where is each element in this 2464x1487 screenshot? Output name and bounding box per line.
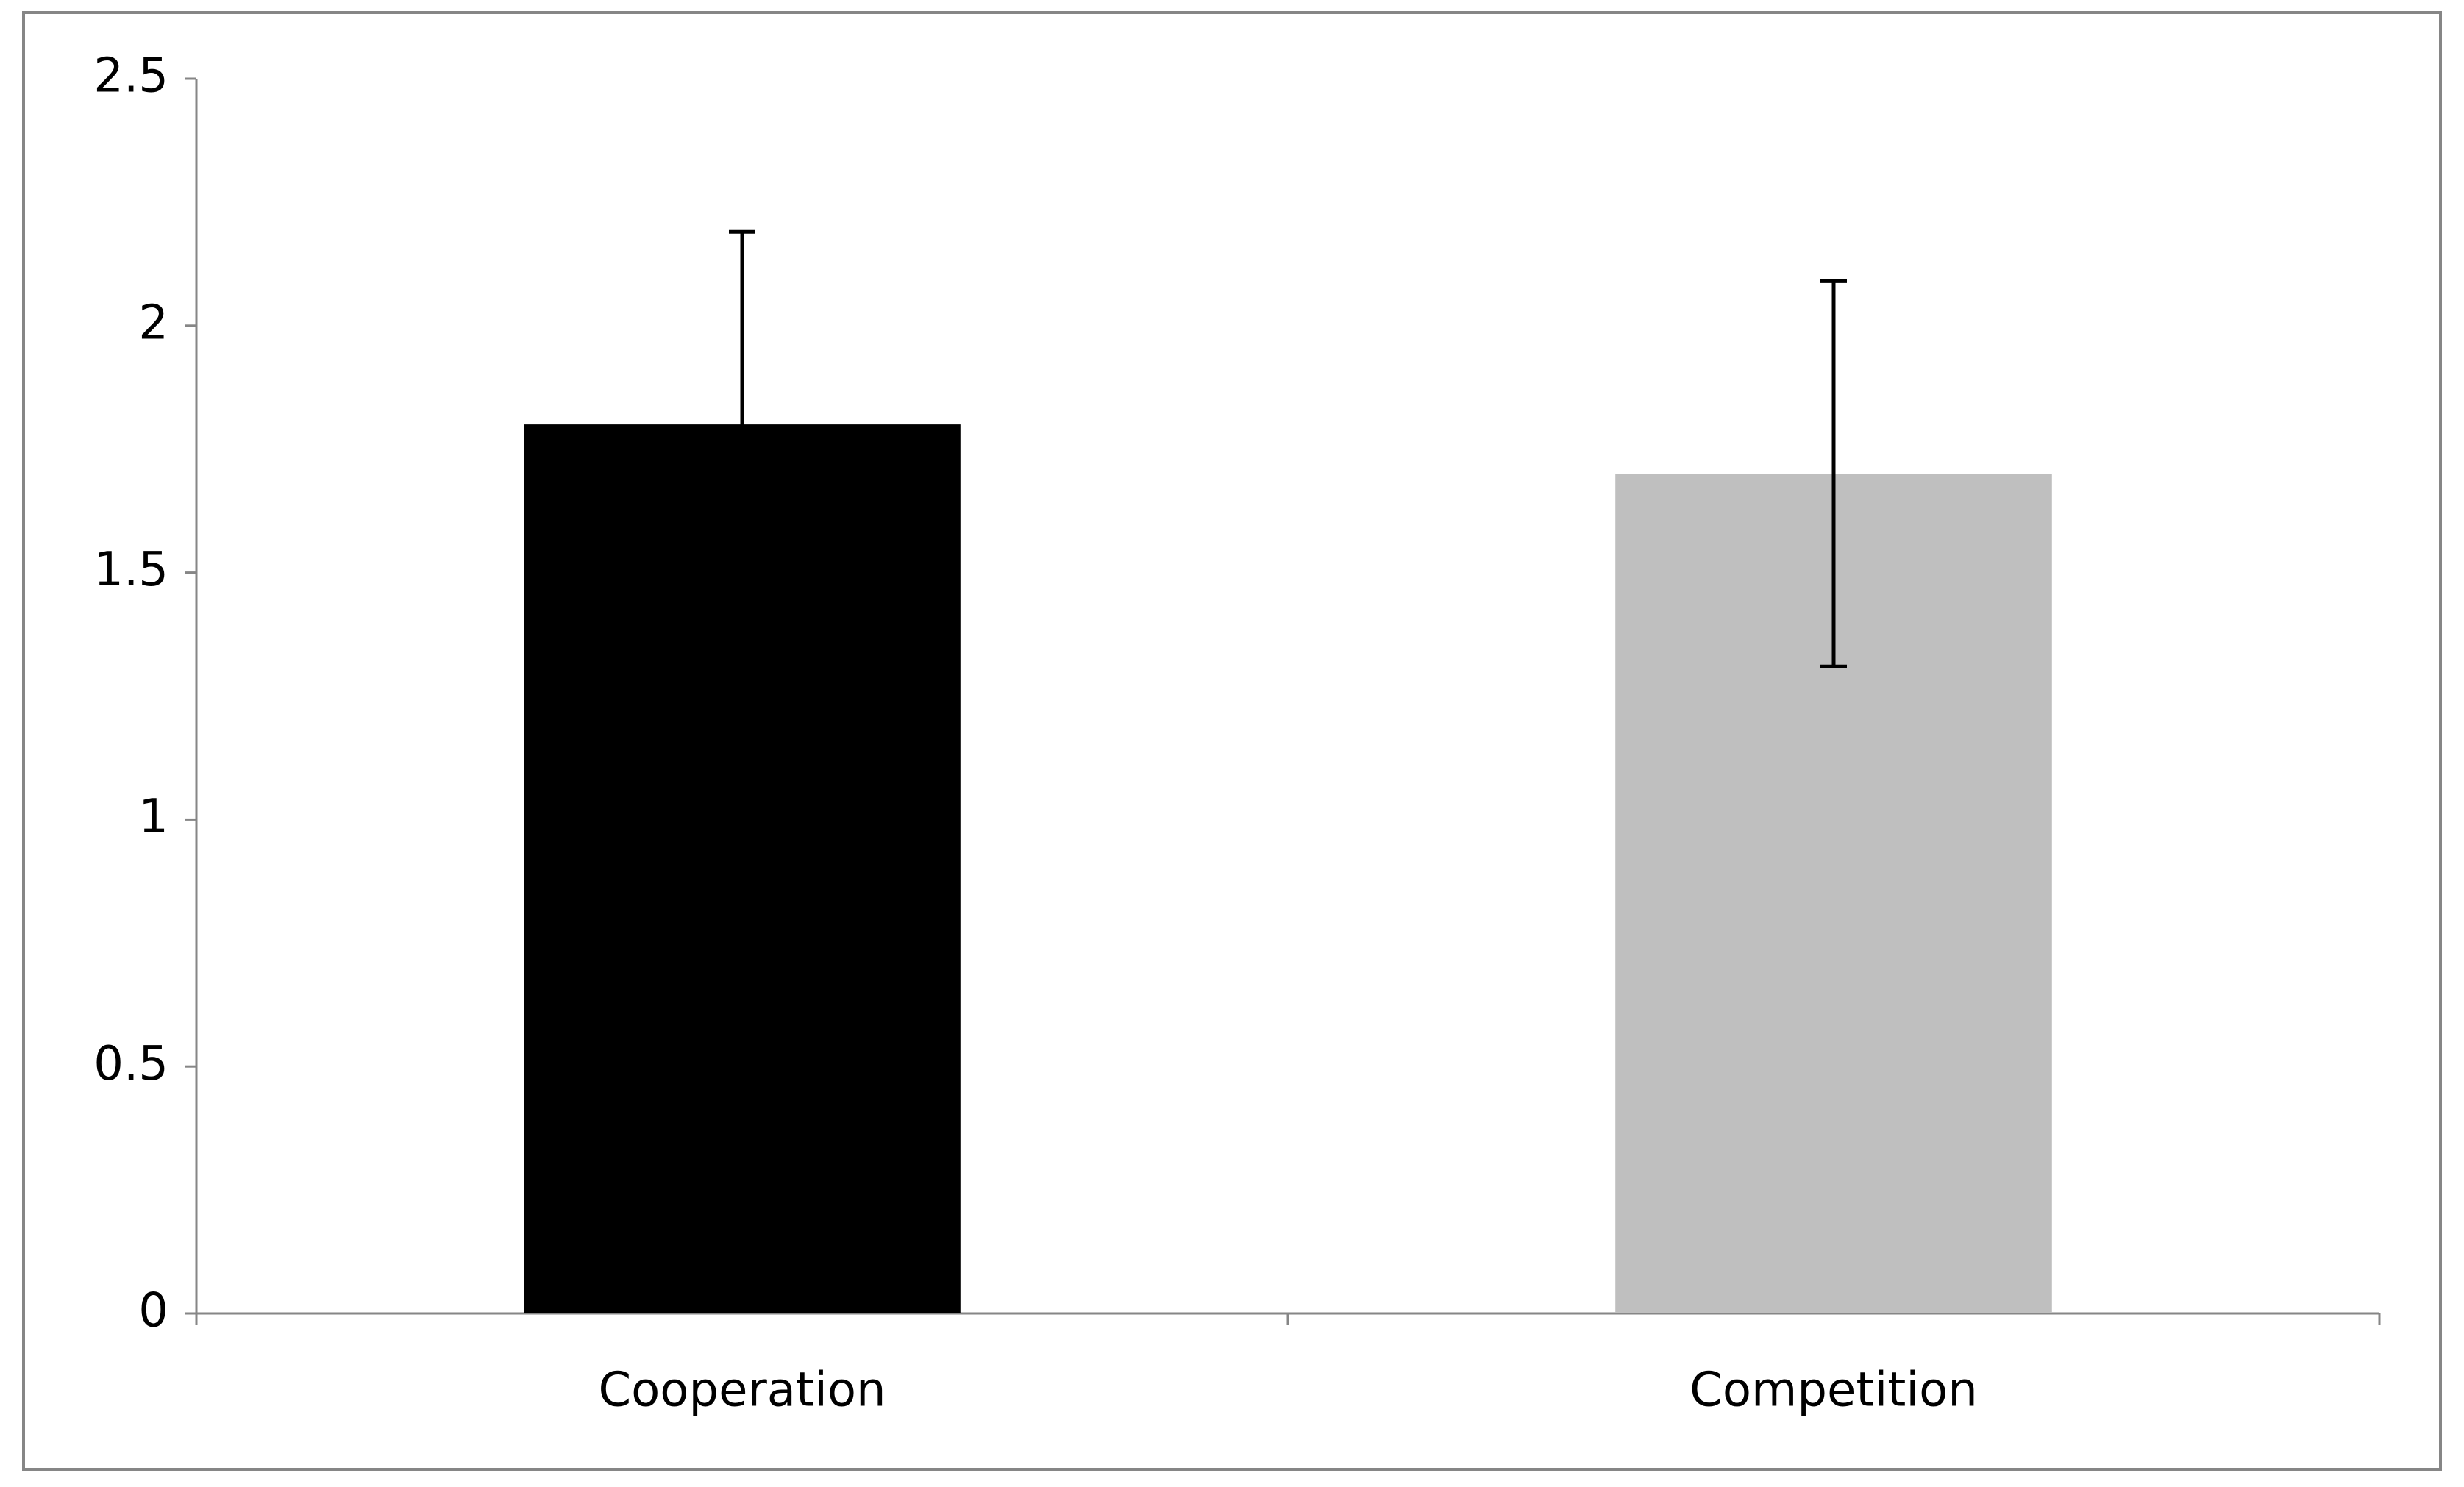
x-tick-label: Competition [1689, 1363, 1978, 1418]
y-tick-label: 2 [138, 296, 168, 350]
y-tick-label: 1 [138, 790, 168, 844]
x-tick-label: Cooperation [598, 1363, 886, 1418]
chart-frame [22, 11, 2442, 1471]
y-tick-label: 0.5 [93, 1037, 168, 1091]
y-tick-label: 2.5 [93, 49, 168, 104]
y-tick-label: 1.5 [93, 543, 168, 597]
y-tick-label: 0 [138, 1284, 168, 1338]
